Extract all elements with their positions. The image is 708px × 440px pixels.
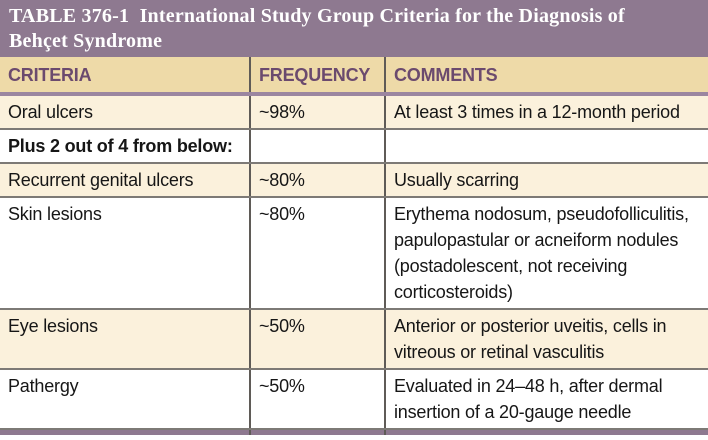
bottom-accent-cell xyxy=(0,429,250,435)
frequency-cell: ~50% xyxy=(249,309,385,370)
table-row: Pathergy ~50% Evaluated in 24–48 h, afte… xyxy=(0,369,708,430)
comments-cell xyxy=(384,129,708,164)
table-row: Oral ulcers ~98% At least 3 times in a 1… xyxy=(0,94,708,130)
bottom-accent-bar xyxy=(0,429,708,435)
comments-cell: Usually scarring xyxy=(384,163,708,198)
table-row: Eye lesions ~50% Anterior or posterior u… xyxy=(0,309,708,370)
criteria-cell: Pathergy xyxy=(0,369,250,430)
comments-cell: Erythema nodosum, pseudofolliculitis, pa… xyxy=(384,197,708,310)
frequency-cell: ~50% xyxy=(249,369,385,430)
column-header-frequency: FREQUENCY xyxy=(249,57,385,96)
criteria-table: CRITERIA FREQUENCY COMMENTS Oral ulcers … xyxy=(0,57,708,435)
table-row: Skin lesions ~80% Erythema nodosum, pseu… xyxy=(0,197,708,310)
frequency-cell: ~80% xyxy=(249,197,385,310)
column-header-row: CRITERIA FREQUENCY COMMENTS xyxy=(0,57,708,96)
criteria-cell: Eye lesions xyxy=(0,309,250,370)
criteria-cell: Oral ulcers xyxy=(0,94,250,130)
frequency-cell: ~80% xyxy=(249,163,385,198)
criteria-cell: Recurrent genital ulcers xyxy=(0,163,250,198)
table-row: Recurrent genital ulcers ~80% Usually sc… xyxy=(0,163,708,198)
bottom-accent-cell xyxy=(384,429,708,435)
table-title: TABLE 376-1 International Study Group Cr… xyxy=(9,5,625,52)
table-title-bar: TABLE 376-1 International Study Group Cr… xyxy=(0,0,708,57)
criteria-cell: Plus 2 out of 4 from below: xyxy=(0,129,250,164)
comments-cell: At least 3 times in a 12-month period xyxy=(384,94,708,130)
frequency-cell xyxy=(249,129,385,164)
comments-cell: Evaluated in 24–48 h, after dermal inser… xyxy=(384,369,708,430)
column-header-criteria: CRITERIA xyxy=(0,57,250,96)
frequency-cell: ~98% xyxy=(249,94,385,130)
bottom-accent-cell xyxy=(249,429,385,435)
table-row: Plus 2 out of 4 from below: xyxy=(0,129,708,164)
criteria-cell: Skin lesions xyxy=(0,197,250,310)
comments-cell: Anterior or posterior uveitis, cells in … xyxy=(384,309,708,370)
column-header-comments: COMMENTS xyxy=(384,57,708,96)
